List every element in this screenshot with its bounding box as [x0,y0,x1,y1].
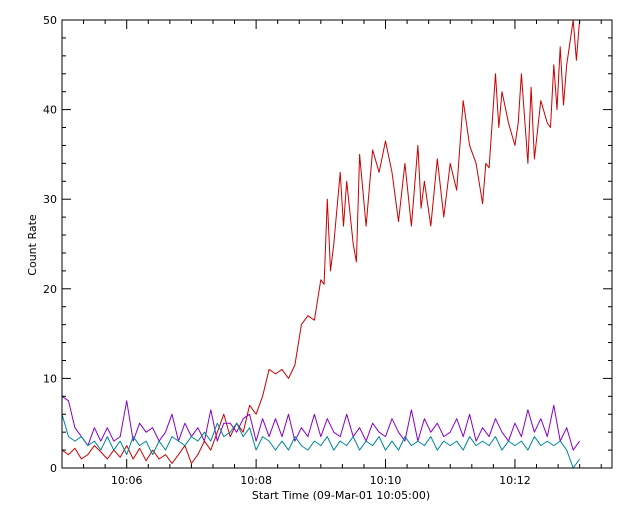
y-tick-label: 10 [43,372,57,385]
y-tick-label: 0 [50,462,57,475]
x-tick-label: 10:12 [499,474,531,487]
y-tick-label: 50 [43,14,57,27]
x-tick-label: 10:08 [240,474,272,487]
x-tick-label: 10:06 [111,474,143,487]
series-line-3 [61,414,581,469]
series-line-1 [61,19,581,464]
y-tick-label: 20 [43,283,57,296]
y-tick-label: 30 [43,193,57,206]
axes-layer: 0 10 20 30 40 50 10:06 10:08 10:10 10:12 [43,14,613,487]
plot-frame [61,19,613,469]
series-layer [61,19,581,469]
y-axis-title: Count Rate [26,214,39,276]
series-line-2 [61,395,581,451]
x-tick-label: 10:10 [370,474,402,487]
x-axis-title: Start Time (09-Mar-01 10:05:00) [252,489,430,502]
y-tick-label: 40 [43,104,57,117]
